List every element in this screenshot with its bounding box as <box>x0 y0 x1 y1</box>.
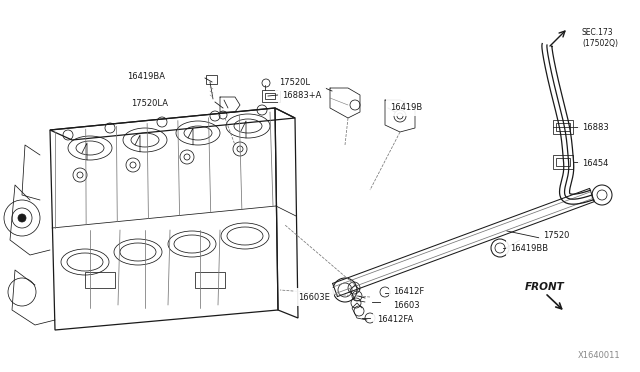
Bar <box>553 155 573 169</box>
Text: 16419BB: 16419BB <box>510 244 548 253</box>
Text: 16454: 16454 <box>582 158 609 167</box>
Text: 17520L: 17520L <box>279 77 310 87</box>
Text: FRONT: FRONT <box>525 282 564 292</box>
Text: 16412FA: 16412FA <box>377 315 413 324</box>
Bar <box>206 75 217 84</box>
Bar <box>262 90 280 102</box>
Text: 16883: 16883 <box>582 122 609 131</box>
Text: 16603E: 16603E <box>298 292 330 301</box>
Text: 16883+A: 16883+A <box>282 90 321 99</box>
Bar <box>556 123 570 131</box>
Text: 16419B: 16419B <box>390 103 422 112</box>
Text: 17520LA: 17520LA <box>131 99 168 108</box>
Bar <box>195 272 225 288</box>
Text: 16412F: 16412F <box>393 288 424 296</box>
Circle shape <box>18 214 26 222</box>
Text: X1640011: X1640011 <box>577 351 620 360</box>
Text: 17520: 17520 <box>543 231 570 240</box>
Text: SEC.173
(17502Q): SEC.173 (17502Q) <box>582 28 618 48</box>
Bar <box>85 272 115 288</box>
Text: 16603: 16603 <box>393 301 420 310</box>
Text: 16419BA: 16419BA <box>127 71 165 80</box>
Bar <box>556 158 570 166</box>
Bar <box>265 93 275 99</box>
Bar <box>553 120 573 134</box>
